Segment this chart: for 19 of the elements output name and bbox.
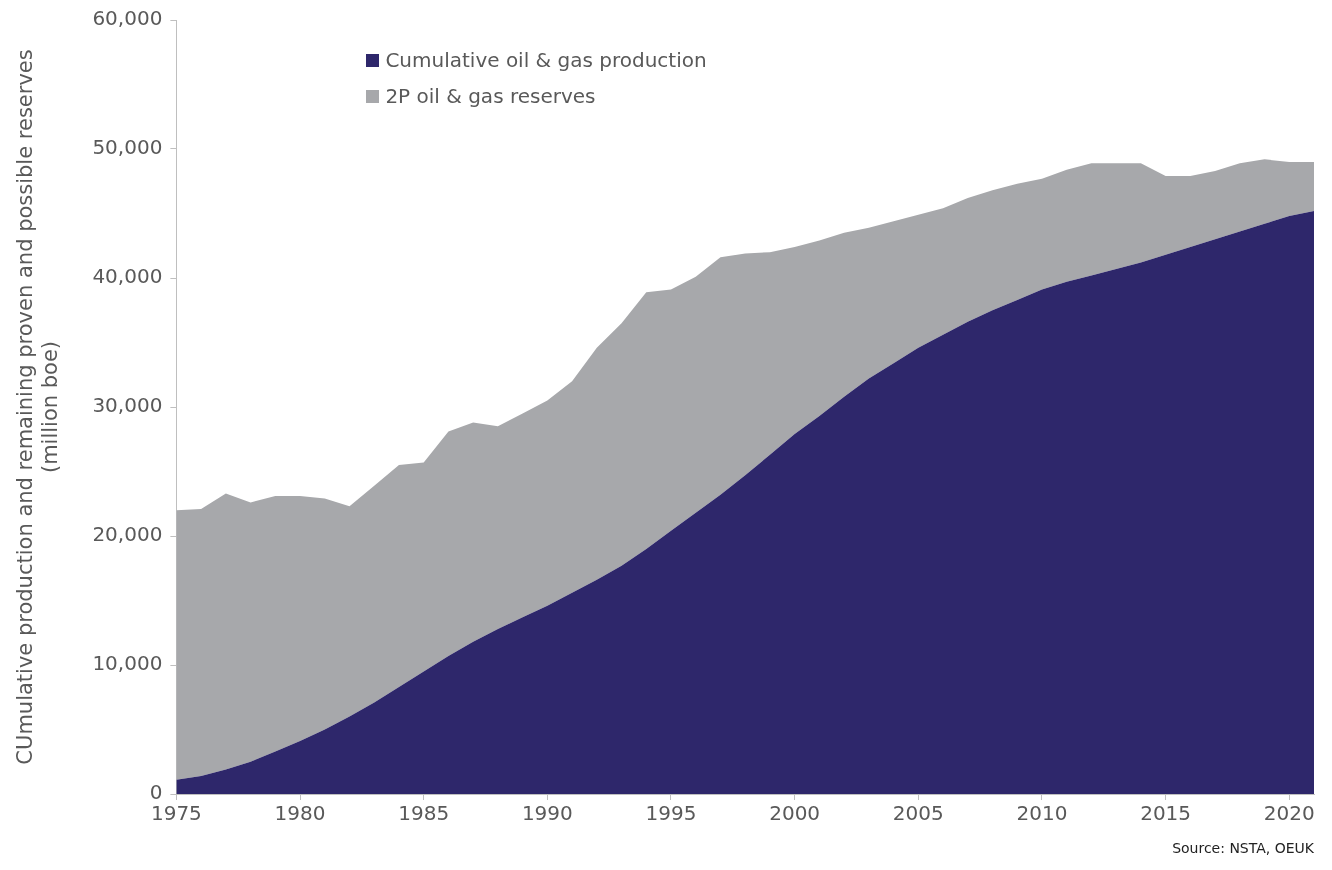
x-tick-label: 2005 bbox=[892, 801, 944, 826]
x-tick-label: 1990 bbox=[521, 801, 573, 826]
x-tick-label: 2020 bbox=[1263, 801, 1315, 826]
x-tick-label: 2000 bbox=[769, 801, 821, 826]
x-tick-label: 1985 bbox=[398, 801, 450, 826]
source-note: Source: NSTA, OEUK bbox=[1172, 840, 1314, 856]
x-tick-label: 2015 bbox=[1140, 801, 1192, 826]
legend-label: Cumulative oil & gas production bbox=[385, 48, 707, 72]
y-tick-label: 40,000 bbox=[92, 264, 163, 289]
y-tick-label: 10,000 bbox=[92, 651, 163, 676]
y-tick-label: 20,000 bbox=[92, 522, 163, 547]
y-tick-label: 30,000 bbox=[92, 393, 163, 418]
legend-label: 2P oil & gas reserves bbox=[385, 84, 596, 108]
y-axis-title: CUmulative production and remaining proven and possible reserves (million boe) bbox=[13, 49, 63, 765]
x-tick-label: 1980 bbox=[274, 801, 326, 826]
y-tick-label: 60,000 bbox=[92, 6, 163, 31]
x-tick-label: 2010 bbox=[1016, 801, 1068, 826]
y-tick-label: 50,000 bbox=[92, 135, 163, 160]
x-tick-label: 1995 bbox=[645, 801, 697, 826]
